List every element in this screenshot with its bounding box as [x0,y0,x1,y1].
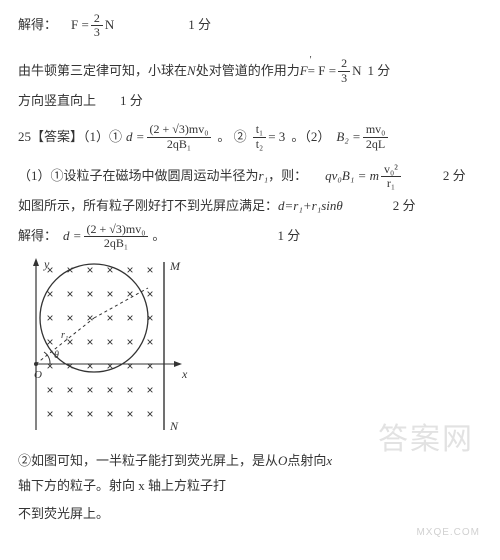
svg-text:×: × [86,383,93,397]
svg-text:×: × [86,359,93,373]
svg-text:×: × [126,335,133,349]
line-2: 由牛顿第三定律可知，小球在 N 处对管道的作用力 F ′ = F = 2 3 N… [18,57,482,84]
text6: 如图所示，所有粒子刚好打不到光屏应满足： [18,194,278,219]
frac-2-3b: 2 3 [338,57,350,84]
svg-text:×: × [66,407,73,421]
var-B2: B₂ = [336,125,360,150]
svg-text:×: × [46,407,53,421]
svg-text:×: × [106,335,113,349]
text9: 不到荧光屏上。 [18,502,109,527]
label-jiede2: 解得： [18,224,57,249]
label-25: 25【答案】（1）① [18,125,122,150]
svg-text:×: × [66,287,73,301]
line-1: 解得： F = 2 3 N 1 分 [18,12,482,39]
eq6: d=r₁+r₁sinθ [278,194,343,219]
frac-B2: mv₀ 2qL [363,123,389,150]
svg-text:×: × [106,287,113,301]
text5-prefix: （1）①设粒子在磁场中做圆周运动半径为 [18,164,259,189]
line-9: 不到荧光屏上。 [18,502,482,527]
text8-mid: 点射向 [287,449,326,474]
svg-text:×: × [46,311,53,325]
eq3: = 3 [268,125,285,150]
score-5: 2 分 [443,164,466,189]
svg-text:×: × [86,335,93,349]
score-3: 1 分 [120,89,143,114]
svg-text:y: y [43,257,50,271]
svg-text:×: × [126,311,133,325]
text-mid: 处对管道的作用力 [196,59,300,84]
frac-t: t₁ t₂ [253,123,267,150]
var-d2: d = [63,224,82,249]
svg-text:×: × [106,407,113,421]
var-d: d = [126,125,145,150]
unit-N: N [105,13,114,38]
svg-text:×: × [106,311,113,325]
svg-text:x: x [181,367,188,381]
field-diagram: ××××××××××××××××××××××××××××××××××××××××… [24,256,482,445]
svg-text:×: × [46,287,53,301]
text8-tail: 轴下方的粒子。射向 x 轴上方粒子打 [18,474,226,499]
line-6: 如图所示，所有粒子刚好打不到光屏应满足： d=r₁+r₁sinθ 2 分 [18,194,482,219]
svg-text:×: × [86,263,93,277]
line-4: 25【答案】（1）① d = (2 + √3)mv₀ 2qB₁ 。 ② t₁ t… [18,123,482,150]
frac-v2r: v₀² r₁ [381,163,401,190]
svg-text:×: × [146,359,153,373]
svg-text:×: × [146,335,153,349]
var-r1: r₁ [259,164,269,189]
svg-text:×: × [46,383,53,397]
line-8: ②如图可知，一半粒子能打到荧光屏上，是从 O 点射向 x 轴下方的粒子。射向 x… [18,449,482,498]
sep2: 。（2） [291,125,330,150]
var-x: x [326,449,332,474]
svg-text:×: × [126,407,133,421]
svg-text:×: × [86,287,93,301]
line-7: 解得： d = (2 + √3)mv₀ 2qB₁ 。 1 分 [18,223,482,250]
text-prefix: 由牛顿第三定律可知，小球在 [18,59,187,84]
svg-text:×: × [146,383,153,397]
frac-d: (2 + √3)mv₀ 2qB₁ [147,123,212,150]
score-6: 2 分 [393,194,416,219]
svg-text:O: O [34,369,42,381]
var-Fprime: F [300,63,308,78]
svg-text:×: × [146,287,153,301]
svg-text:×: × [126,383,133,397]
svg-text:N: N [169,419,179,433]
period: 。 [152,224,165,249]
unit-N2: N [352,59,361,84]
score-7: 1 分 [277,224,300,249]
prime: ′ [309,51,311,70]
line-5: （1）①设粒子在磁场中做圆周运动半径为 r₁ ，则： qv₀B₁ = m v₀²… [18,163,482,190]
svg-text:×: × [66,311,73,325]
svg-text:×: × [86,311,93,325]
eq-qvB: qv₀B₁ = m [325,164,379,189]
var-N: N [187,59,196,84]
svg-text:×: × [46,335,53,349]
svg-text:×: × [106,383,113,397]
svg-text:M: M [169,259,181,273]
svg-text:θ: θ [54,350,59,361]
eq-eq: = F = [308,59,336,84]
label-jiede: 解得： [18,13,57,38]
score-2: 1 分 [367,59,390,84]
line-3: 方向竖直向上 1 分 [18,89,482,114]
text-direction: 方向竖直向上 [18,89,96,114]
watermark-url: MXQE.COM [416,523,480,542]
text8-prefix: ②如图可知，一半粒子能打到荧光屏上，是从 [18,449,278,474]
svg-text:×: × [86,407,93,421]
svg-text:r₁: r₁ [61,330,68,341]
svg-text:×: × [146,407,153,421]
frac-d2: (2 + √3)mv₀ 2qB₁ [84,223,149,250]
eq-F: F = [71,13,89,38]
diagram-svg: ××××××××××××××××××××××××××××××××××××××××… [24,256,192,436]
var-O: O [278,449,287,474]
svg-text:×: × [146,263,153,277]
text5-mid: ，则： [268,164,307,189]
frac-2-3: 2 3 [91,12,103,39]
sep1: 。 ② [217,125,246,150]
svg-text:×: × [66,383,73,397]
score-1: 1 分 [188,13,211,38]
